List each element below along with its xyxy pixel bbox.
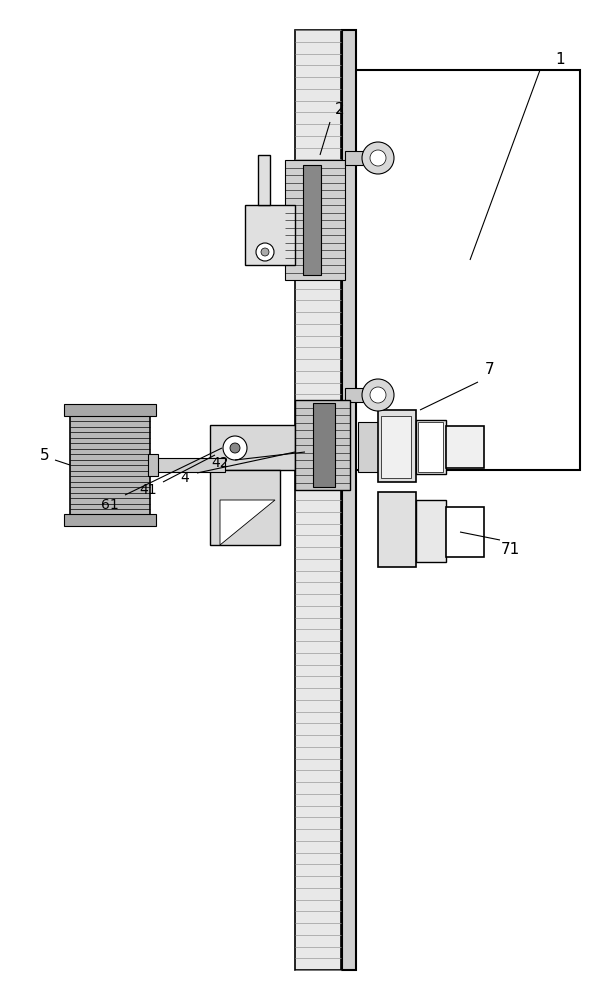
Text: 61: 61 (101, 498, 119, 512)
Bar (210, 425, 295, 470)
Bar (64, 404, 156, 416)
Circle shape (370, 387, 386, 403)
Text: 2: 2 (335, 103, 345, 117)
Circle shape (223, 436, 247, 460)
Circle shape (256, 243, 274, 261)
Bar (446, 426, 484, 468)
Polygon shape (220, 500, 275, 545)
Text: 1: 1 (555, 52, 565, 68)
Bar (148, 454, 158, 476)
Bar (258, 155, 270, 205)
Bar (355, 70, 580, 470)
Bar (64, 514, 156, 526)
Bar (245, 205, 295, 265)
Bar (210, 470, 280, 545)
Bar (285, 160, 345, 280)
Circle shape (370, 150, 386, 166)
Bar (345, 151, 363, 165)
Bar (150, 458, 225, 472)
Bar (295, 400, 350, 490)
Text: 42: 42 (211, 456, 229, 470)
Bar (418, 422, 443, 472)
Bar (381, 416, 411, 478)
Text: 4: 4 (181, 471, 189, 485)
Bar (416, 500, 446, 562)
Circle shape (230, 443, 240, 453)
Text: 41: 41 (139, 483, 157, 497)
Bar (303, 165, 321, 275)
Bar (295, 30, 341, 970)
Bar (345, 388, 363, 402)
Circle shape (362, 142, 394, 174)
Text: 5: 5 (40, 448, 50, 462)
Bar (416, 420, 446, 474)
Bar (70, 410, 150, 520)
Text: 7: 7 (485, 362, 495, 377)
Bar (313, 403, 335, 487)
Bar (378, 492, 416, 567)
Bar (342, 30, 356, 970)
Circle shape (261, 248, 269, 256)
Circle shape (362, 379, 394, 411)
Bar (358, 422, 380, 472)
Bar (446, 507, 484, 557)
Text: 71: 71 (500, 542, 520, 558)
Bar (378, 410, 416, 482)
